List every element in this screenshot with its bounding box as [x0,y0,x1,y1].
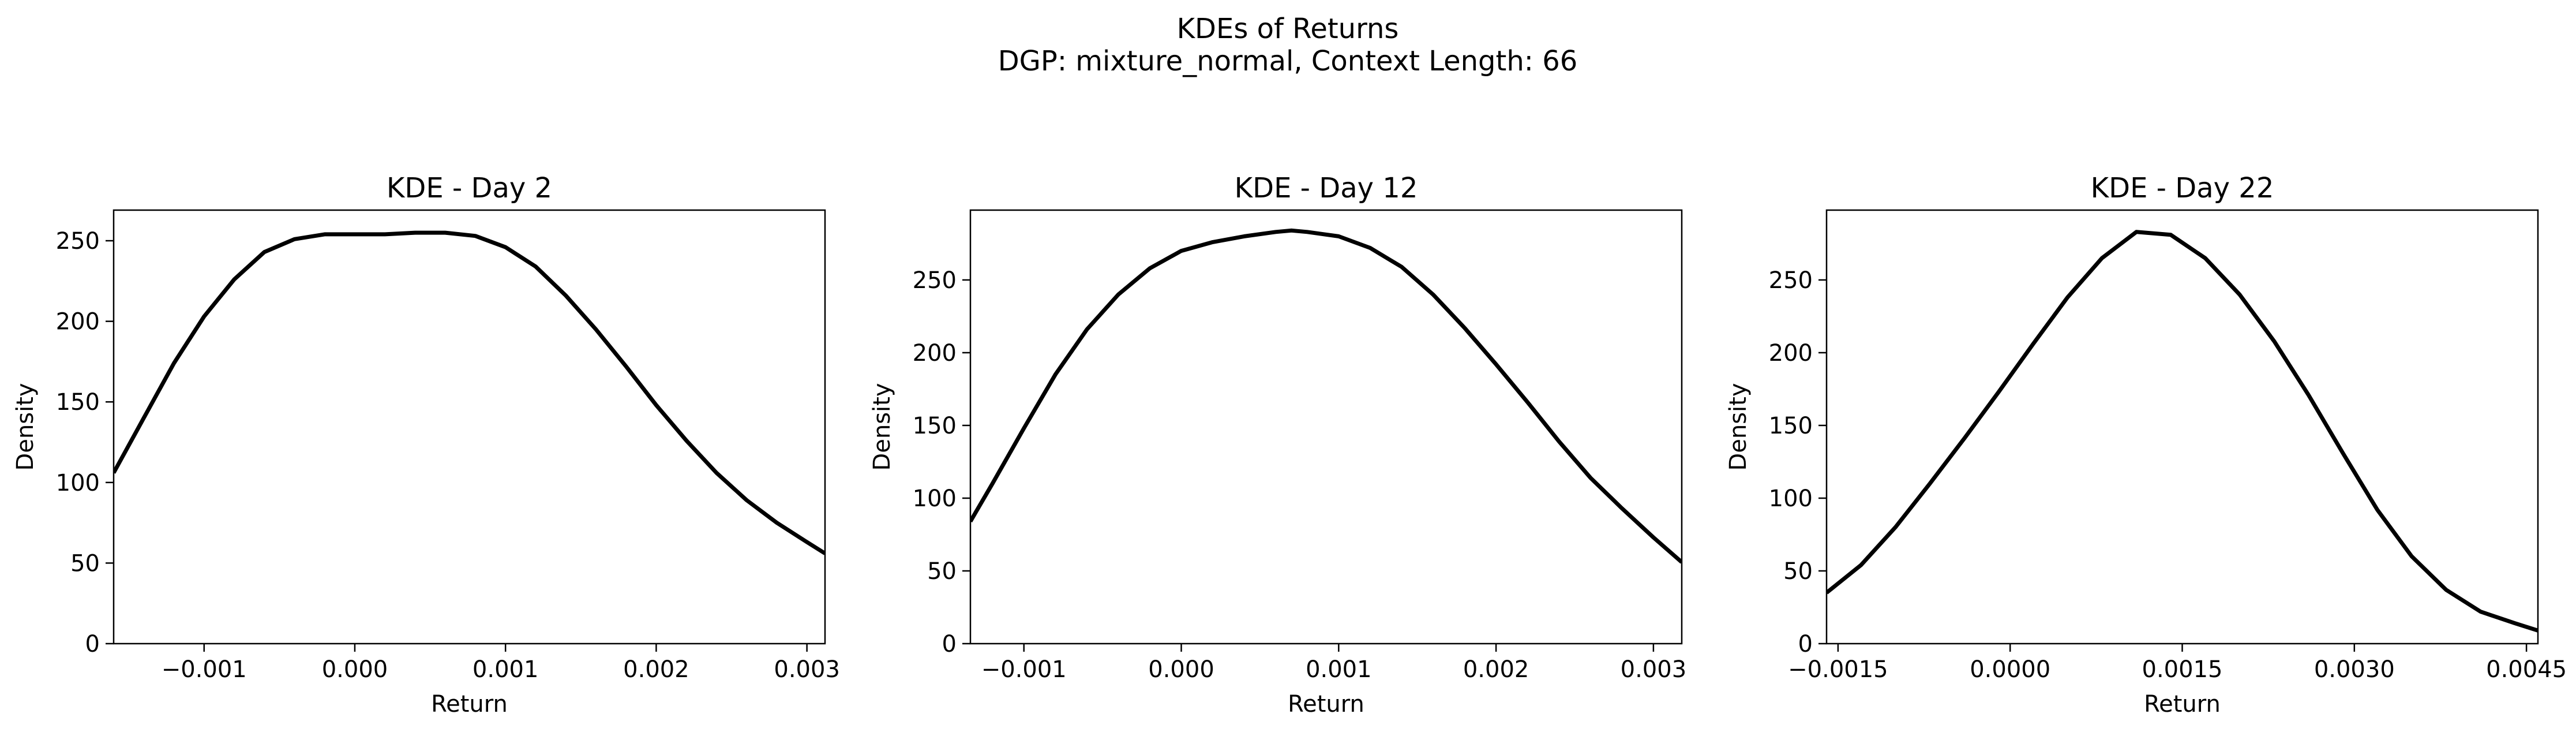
y-tick-label: 50 [927,558,957,585]
axes-frame [969,209,1683,645]
subplot-title: KDE - Day 22 [2091,172,2274,204]
y-tick-label: 150 [913,413,957,439]
y-tick-label: 250 [56,228,100,255]
y-tick-label: 250 [913,267,957,294]
kde-line [1827,230,2538,633]
x-tick-label: 0.000 [1148,656,1214,683]
y-tick-label: 0 [942,631,957,657]
x-tick-label: −0.001 [981,656,1067,683]
x-tick-label: 0.0000 [1970,656,2050,683]
y-axis-label: Density [869,383,895,470]
x-tick-label: 0.001 [473,656,539,683]
axes-frame [113,209,826,645]
subplot-1: −0.001 0.000 0.001 0.002 0.003 0 50 100 150 200 25… [12,172,840,718]
x-tick-label: −0.001 [162,656,247,683]
x-axis-label: Return [2144,691,2221,718]
panels-group: −0.001 0.000 0.001 0.002 0.00305010015020025… [12,172,2567,718]
y-tick-label: 200 [1769,340,1813,367]
x-tick-label: 0.0030 [2314,656,2395,683]
x-tick-label: 0.0045 [2486,656,2567,683]
x-tick-label: −0.0015 [1788,656,1888,683]
x-axis-label: Return [1288,691,1364,718]
x-tick-label: 0.0015 [2142,656,2223,683]
y-tick-label: 200 [56,309,100,335]
y-tick-label: 100 [1769,485,1813,512]
subplot-title: KDE - Day 2 [387,172,552,204]
kde-line [970,228,1682,564]
y-tick-label: 100 [913,485,957,512]
y-tick-label: 0 [85,631,100,657]
x-tick-label: 0.003 [1621,656,1687,683]
subplot-title: KDE - Day 12 [1235,172,1418,204]
x-tick-label: 0.002 [1463,656,1529,683]
y-axis-label: Density [1725,383,1752,470]
y-tick-label: 250 [1769,267,1813,294]
y-tick-label: 0 [1798,631,1813,657]
subplot-3: −0.0015 0.0000 0.0015 0.0030 0.0045 0 50 100 150… [1725,172,2567,718]
y-tick-label: 50 [1783,558,1813,585]
kde-line [114,230,825,555]
figure-title: KDEs of Returns [1177,13,1399,45]
y-tick-label: 200 [913,340,957,367]
subplot-2: −0.001 0.000 0.001 0.002 0.003 0 50 100 150 200 25… [869,172,1686,718]
y-tick-label: 150 [1769,413,1813,439]
y-axis-label: Density [12,383,39,470]
x-tick-label: 0.001 [1306,656,1372,683]
x-tick-label: 0.002 [623,656,689,683]
y-tick-label: 50 [70,550,100,577]
y-tick-label: 150 [56,389,100,416]
x-tick-label: 0.003 [774,656,840,683]
x-tick-label: 0.000 [322,656,388,683]
figure-subtitle: DGP: mixture_normal, Context Length: 66 [998,45,1578,77]
x-axis-label: Return [431,691,508,718]
y-tick-label: 100 [56,470,100,496]
